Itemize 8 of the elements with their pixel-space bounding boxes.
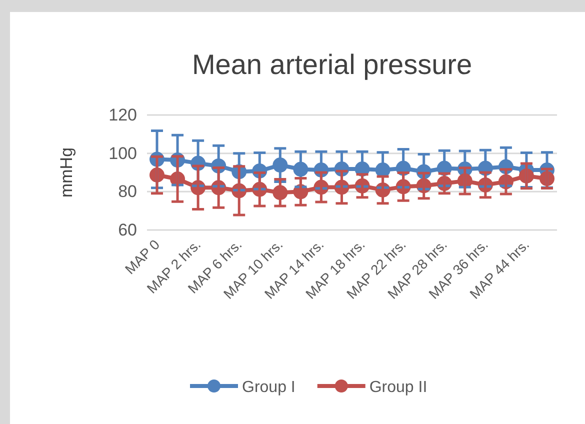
y-tick-label: 100 [108, 144, 137, 163]
y-tick-label: 80 [118, 182, 137, 202]
legend-label: Group I [242, 379, 296, 396]
y-tick-label: 120 [108, 105, 137, 124]
chart-title: Mean arterial pressure [192, 49, 472, 80]
legend-label: Group II [369, 379, 428, 396]
y-tick-label: 60 [118, 220, 137, 240]
y-axis-title: mmHg [57, 147, 76, 198]
